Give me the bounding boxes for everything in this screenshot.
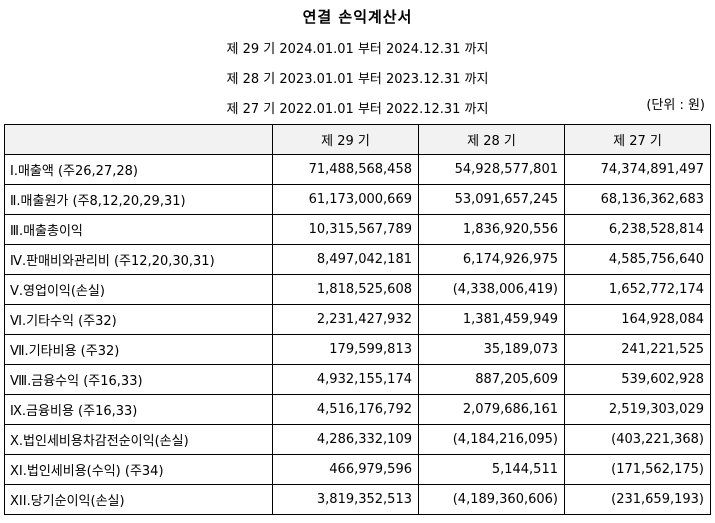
income-statement-table: 제 29 기 제 28 기 제 27 기 Ⅰ.매출액 (주26,27,28) 71… xyxy=(4,124,711,515)
value-period-28: 35,189,073 xyxy=(418,334,565,365)
value-period-29: 179,599,813 xyxy=(272,334,419,365)
value-period-29: 466,979,596 xyxy=(272,454,419,485)
table-header-row: 제 29 기 제 28 기 제 27 기 xyxy=(4,124,711,155)
row-label: Ⅴ.영업이익(손실) xyxy=(4,274,273,305)
row-label: XI.법인세비용(수익) (주34) xyxy=(4,454,273,485)
row-label: Ⅸ.금융비용 (주16,33) xyxy=(4,394,273,425)
value-period-27: (231,659,193) xyxy=(564,484,711,515)
value-period-27: 6,238,528,814 xyxy=(564,214,711,245)
value-period-29: 1,818,525,608 xyxy=(272,274,419,305)
row-label: Ⅷ.금융수익 (주16,33) xyxy=(4,364,273,395)
table-row: XI.법인세비용(수익) (주34) 466,979,596 5,144,511 (1… xyxy=(4,454,711,485)
table-row: Ⅷ.금융수익 (주16,33) 4,932,155,174 887,205,609 5… xyxy=(4,364,711,395)
table-row: Ⅱ.매출원가 (주8,12,20,29,31) 61,173,000,669 53,… xyxy=(4,184,711,215)
table-row: Ⅹ.법인세비용차감전순이익(손실) 4,286,332,109 (4,184,216… xyxy=(4,424,711,455)
value-period-27: 2,519,303,029 xyxy=(564,394,711,425)
header-period-27: 제 27 기 xyxy=(564,124,711,155)
value-period-29: 4,932,155,174 xyxy=(272,364,419,395)
value-period-28: 5,144,511 xyxy=(418,454,565,485)
value-period-29: 10,315,567,789 xyxy=(272,214,419,245)
value-period-29: 3,819,352,513 xyxy=(272,484,419,515)
value-period-28: 6,174,926,975 xyxy=(418,244,565,275)
row-label: Ⅰ.매출액 (주26,27,28) xyxy=(4,154,273,185)
value-period-29: 61,173,000,669 xyxy=(272,184,419,215)
value-period-28: 2,079,686,161 xyxy=(418,394,565,425)
row-label: Ⅶ.기타비용 (주32) xyxy=(4,334,273,365)
value-period-27: (403,221,368) xyxy=(564,424,711,455)
value-period-27: (171,562,175) xyxy=(564,454,711,485)
value-period-29: 4,516,176,792 xyxy=(272,394,419,425)
table-row: Ⅴ.영업이익(손실) 1,818,525,608 (4,338,006,419) 1,… xyxy=(4,274,711,305)
value-period-28: (4,338,006,419) xyxy=(418,274,565,305)
value-period-28: 54,928,577,801 xyxy=(418,154,565,185)
value-period-29: 71,488,568,458 xyxy=(272,154,419,185)
value-period-27: 241,221,525 xyxy=(564,334,711,365)
row-label: Ⅲ.매출총이익 xyxy=(4,214,273,245)
unit-label: (단위 : 원) xyxy=(646,98,705,113)
table-row: Ⅰ.매출액 (주26,27,28) 71,488,568,458 54,928,57… xyxy=(4,154,711,185)
table-row: Ⅳ.판매비와관리비 (주12,20,30,31) 8,497,042,181 6,1… xyxy=(4,244,711,275)
value-period-27: 4,585,756,640 xyxy=(564,244,711,275)
value-period-29: 2,231,427,932 xyxy=(272,304,419,335)
row-label: Ⅳ.판매비와관리비 (주12,20,30,31) xyxy=(4,244,273,275)
header-period-28: 제 28 기 xyxy=(418,124,565,155)
row-label: Ⅵ.기타수익 (주32) xyxy=(4,304,273,335)
value-period-27: 1,652,772,174 xyxy=(564,274,711,305)
row-label: Ⅹ.법인세비용차감전순이익(손실) xyxy=(4,424,273,455)
table-row: Ⅲ.매출총이익 10,315,567,789 1,836,920,556 6,238,… xyxy=(4,214,711,245)
period-line-27: 제 27 기 2022.01.01 부터 2022.12.31 까지 xyxy=(226,102,489,117)
table-row: Ⅶ.기타비용 (주32) 179,599,813 35,189,073 241,221… xyxy=(4,334,711,365)
value-period-27: 164,928,084 xyxy=(564,304,711,335)
row-label: Ⅱ.매출원가 (주8,12,20,29,31) xyxy=(4,184,273,215)
period-line-28: 제 28 기 2023.01.01 부터 2023.12.31 까지 xyxy=(226,72,489,87)
value-period-28: 887,205,609 xyxy=(418,364,565,395)
header-label-column xyxy=(4,124,273,155)
table-row: Ⅵ.기타수익 (주32) 2,231,427,932 1,381,459,949 16… xyxy=(4,304,711,335)
value-period-28: 53,091,657,245 xyxy=(418,184,565,215)
value-period-28: (4,184,216,095) xyxy=(418,424,565,455)
value-period-28: 1,381,459,949 xyxy=(418,304,565,335)
header-period-29: 제 29 기 xyxy=(272,124,419,155)
value-period-28: 1,836,920,556 xyxy=(418,214,565,245)
period-line-29: 제 29 기 2024.01.01 부터 2024.12.31 까지 xyxy=(226,42,489,57)
value-period-27: 68,136,362,683 xyxy=(564,184,711,215)
value-period-27: 539,602,928 xyxy=(564,364,711,395)
value-period-28: (4,189,360,606) xyxy=(418,484,565,515)
table-row: ⅩII.당기순이익(손실) 3,819,352,513 (4,189,360,606… xyxy=(4,484,711,515)
statement-title: 연결 손익계산서 xyxy=(302,8,413,26)
row-label: ⅩII.당기순이익(손실) xyxy=(4,484,273,515)
value-period-29: 8,497,042,181 xyxy=(272,244,419,275)
value-period-29: 4,286,332,109 xyxy=(272,424,419,455)
value-period-27: 74,374,891,497 xyxy=(564,154,711,185)
table-row: Ⅸ.금융비용 (주16,33) 4,516,176,792 2,079,686,16… xyxy=(4,394,711,425)
